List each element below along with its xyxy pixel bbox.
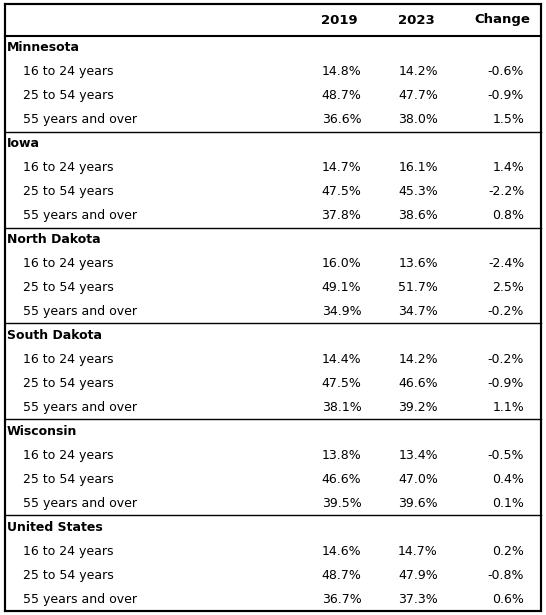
Text: -0.9%: -0.9%	[488, 377, 524, 390]
Text: 14.8%: 14.8%	[322, 65, 361, 79]
Text: 25 to 54 years: 25 to 54 years	[23, 281, 114, 294]
Text: 2.5%: 2.5%	[492, 281, 524, 294]
Text: 13.4%: 13.4%	[398, 449, 438, 462]
Text: -2.4%: -2.4%	[488, 257, 524, 270]
Text: 34.7%: 34.7%	[398, 305, 438, 318]
Text: 25 to 54 years: 25 to 54 years	[23, 89, 114, 102]
Text: 38.1%: 38.1%	[322, 401, 361, 414]
Text: 47.7%: 47.7%	[398, 89, 438, 102]
Text: 47.0%: 47.0%	[398, 473, 438, 486]
Text: 55 years and over: 55 years and over	[23, 401, 137, 414]
Text: 25 to 54 years: 25 to 54 years	[23, 185, 114, 198]
Text: 48.7%: 48.7%	[322, 89, 361, 102]
Text: -0.9%: -0.9%	[488, 89, 524, 102]
Text: Wisconsin: Wisconsin	[7, 425, 77, 438]
Text: 2019: 2019	[321, 14, 358, 26]
Text: 0.6%: 0.6%	[492, 592, 524, 606]
Text: Iowa: Iowa	[7, 137, 39, 150]
Text: South Dakota: South Dakota	[7, 329, 102, 342]
Text: 25 to 54 years: 25 to 54 years	[23, 377, 114, 390]
Text: 49.1%: 49.1%	[322, 281, 361, 294]
Text: 51.7%: 51.7%	[398, 281, 438, 294]
Text: 39.2%: 39.2%	[398, 401, 438, 414]
Text: 16 to 24 years: 16 to 24 years	[23, 353, 114, 366]
Text: 1.5%: 1.5%	[492, 113, 524, 126]
Text: 14.6%: 14.6%	[322, 545, 361, 558]
Text: -0.5%: -0.5%	[488, 449, 524, 462]
Text: 25 to 54 years: 25 to 54 years	[23, 568, 114, 582]
Text: 55 years and over: 55 years and over	[23, 305, 137, 318]
Text: 16 to 24 years: 16 to 24 years	[23, 449, 114, 462]
Text: 36.6%: 36.6%	[322, 113, 361, 126]
Text: United States: United States	[7, 521, 102, 534]
Text: 2023: 2023	[397, 14, 435, 26]
Text: 14.7%: 14.7%	[398, 545, 438, 558]
Text: 48.7%: 48.7%	[322, 568, 361, 582]
Text: North Dakota: North Dakota	[7, 233, 100, 246]
Text: 36.7%: 36.7%	[322, 592, 361, 606]
Text: Change: Change	[474, 14, 530, 26]
Text: 13.8%: 13.8%	[322, 449, 361, 462]
Text: 38.6%: 38.6%	[398, 209, 438, 222]
Text: 16 to 24 years: 16 to 24 years	[23, 161, 114, 174]
Text: 55 years and over: 55 years and over	[23, 113, 137, 126]
Text: 37.3%: 37.3%	[398, 592, 438, 606]
Text: 47.9%: 47.9%	[398, 568, 438, 582]
Text: 16 to 24 years: 16 to 24 years	[23, 545, 114, 558]
Text: 46.6%: 46.6%	[398, 377, 438, 390]
Text: 38.0%: 38.0%	[398, 113, 438, 126]
Text: 1.1%: 1.1%	[492, 401, 524, 414]
Text: 14.4%: 14.4%	[322, 353, 361, 366]
Text: -2.2%: -2.2%	[488, 185, 524, 198]
Text: 55 years and over: 55 years and over	[23, 497, 137, 510]
Text: 0.8%: 0.8%	[492, 209, 524, 222]
Text: 14.2%: 14.2%	[398, 65, 438, 79]
Text: -0.8%: -0.8%	[488, 568, 524, 582]
Text: 45.3%: 45.3%	[398, 185, 438, 198]
Text: 55 years and over: 55 years and over	[23, 209, 137, 222]
Text: 16.1%: 16.1%	[398, 161, 438, 174]
Text: 0.2%: 0.2%	[492, 545, 524, 558]
Text: 1.4%: 1.4%	[492, 161, 524, 174]
Text: -0.2%: -0.2%	[488, 353, 524, 366]
Text: 46.6%: 46.6%	[322, 473, 361, 486]
Text: 34.9%: 34.9%	[322, 305, 361, 318]
Text: 47.5%: 47.5%	[322, 377, 361, 390]
Text: 25 to 54 years: 25 to 54 years	[23, 473, 114, 486]
Text: 16 to 24 years: 16 to 24 years	[23, 257, 114, 270]
Text: -0.6%: -0.6%	[488, 65, 524, 79]
Text: 14.2%: 14.2%	[398, 353, 438, 366]
Text: Minnesota: Minnesota	[7, 41, 80, 55]
Text: 37.8%: 37.8%	[322, 209, 361, 222]
Text: 0.4%: 0.4%	[492, 473, 524, 486]
Text: 55 years and over: 55 years and over	[23, 592, 137, 606]
Text: 39.6%: 39.6%	[398, 497, 438, 510]
Text: 47.5%: 47.5%	[322, 185, 361, 198]
Text: 16 to 24 years: 16 to 24 years	[23, 65, 114, 79]
Text: 16.0%: 16.0%	[322, 257, 361, 270]
Text: 39.5%: 39.5%	[322, 497, 361, 510]
Text: -0.2%: -0.2%	[488, 305, 524, 318]
Text: 13.6%: 13.6%	[398, 257, 438, 270]
Text: 14.7%: 14.7%	[322, 161, 361, 174]
Text: 0.1%: 0.1%	[492, 497, 524, 510]
